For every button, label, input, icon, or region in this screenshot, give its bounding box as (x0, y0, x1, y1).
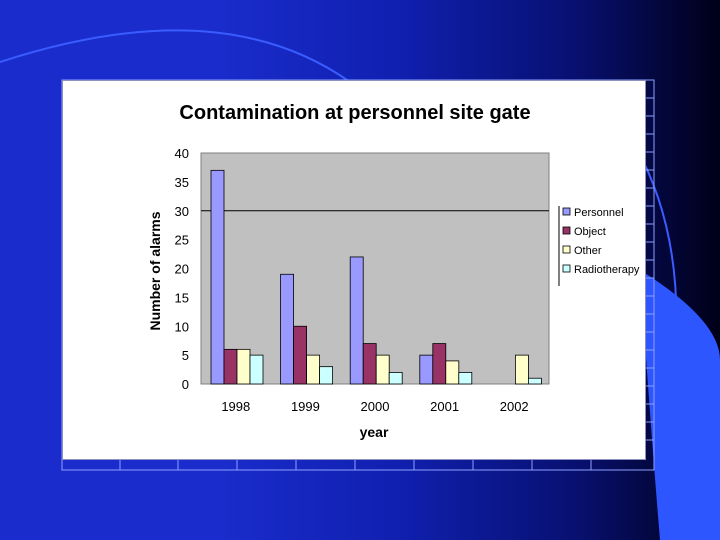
y-tick-label: 0 (182, 377, 189, 392)
bar-radiotherapy-1998 (249, 354, 264, 385)
bar-other-2001 (445, 360, 460, 385)
x-tick-label: 2000 (361, 399, 390, 414)
y-tick-label: 35 (175, 175, 189, 190)
y-tick-label: 25 (175, 233, 189, 248)
bar-other-2002 (514, 354, 529, 385)
y-tick-label: 10 (175, 319, 189, 334)
bar-object-1999 (293, 325, 308, 385)
bars-group (210, 169, 542, 385)
y-tick-label: 20 (175, 262, 189, 277)
decorative-swoosh (640, 270, 720, 540)
bar-personnel-2001 (419, 354, 434, 385)
bar-object-2000 (362, 343, 377, 385)
chart-container: Contamination at personnel site gate 0 5 1… (62, 80, 646, 460)
legend-swatch (562, 245, 571, 254)
bar-other-2000 (375, 354, 390, 385)
bar-object-1998 (223, 348, 238, 385)
x-tick-label: 2001 (430, 399, 459, 414)
x-tick-label: 1998 (221, 399, 250, 414)
x-axis-ticks: 1998 1999 2000 2001 2002 (221, 399, 528, 414)
y-tick-label: 40 (175, 146, 189, 161)
chart-title: Contamination at personnel site gate (179, 102, 530, 124)
y-tick-label: 15 (175, 290, 189, 305)
legend-label: Other (574, 245, 602, 257)
bar-personnel-1999 (280, 273, 295, 385)
bar-object-2001 (432, 343, 447, 385)
bar-radiotherapy-2000 (388, 372, 403, 385)
legend: Personnel Object Other Radiotherapy (558, 206, 640, 286)
bar-other-1998 (236, 348, 251, 385)
y-axis-ticks: 0 5 10 15 20 25 30 35 40 (175, 146, 189, 392)
y-tick-label: 5 (182, 348, 189, 363)
legend-label: Object (574, 226, 606, 238)
legend-label: Radiotherapy (574, 264, 640, 276)
x-axis-label: year (360, 424, 389, 440)
y-tick-label: 30 (175, 204, 189, 219)
legend-swatch (562, 226, 571, 235)
bar-radiotherapy-2001 (458, 372, 473, 385)
bar-other-1999 (306, 354, 321, 385)
legend-swatch (562, 207, 571, 216)
legend-label: Personnel (574, 207, 624, 219)
decorative-arc-top (0, 29, 351, 83)
x-tick-label: 1999 (291, 399, 320, 414)
x-tick-label: 2002 (500, 399, 529, 414)
bar-personnel-2000 (349, 256, 364, 385)
bar-radiotherapy-1999 (319, 366, 334, 385)
bar-chart: Contamination at personnel site gate 0 5 1… (147, 102, 640, 440)
bar-radiotherapy-2002 (527, 377, 542, 385)
y-axis-label: Number of alarms (147, 211, 163, 330)
bar-personnel-1998 (210, 169, 225, 385)
legend-swatch (562, 264, 571, 273)
